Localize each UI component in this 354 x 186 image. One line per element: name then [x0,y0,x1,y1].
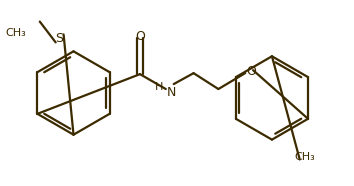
Text: CH₃: CH₃ [294,153,315,162]
Text: O: O [246,65,256,78]
Text: N: N [167,86,176,99]
Text: CH₃: CH₃ [5,28,26,38]
Text: O: O [135,31,145,44]
Text: S: S [56,32,64,45]
Text: H: H [154,82,163,92]
